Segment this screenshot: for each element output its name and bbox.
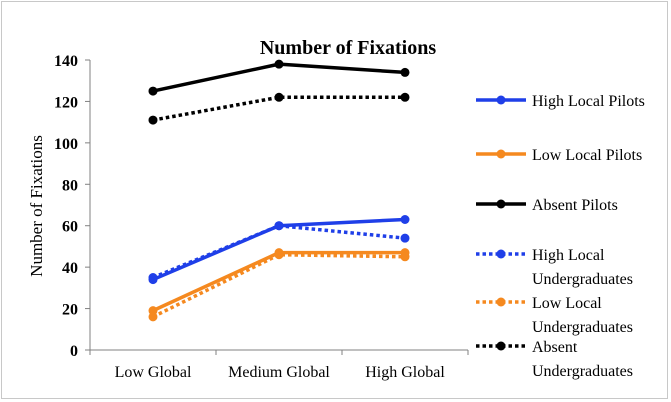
y-tick-label: 140 [54,53,78,70]
y-tick-label: 80 [62,177,78,194]
series-low-local-undergraduates [148,250,410,322]
legend-label: Low Local [532,295,602,312]
legend-label: Undergraduates [532,363,633,380]
data-point [400,233,410,243]
data-point [274,92,284,102]
data-point [148,273,158,282]
legend-label: High Local Pilots [532,93,645,110]
data-point [274,59,284,69]
legend-swatch-marker [496,149,506,159]
y-axis-label: Number of Fixations [27,135,46,277]
legend-swatch-marker [496,341,506,351]
data-point [148,306,158,316]
series-line [152,252,406,319]
legend-entry: High Local Undergraduates [476,247,633,288]
data-point [148,86,158,96]
legend-swatch-marker [496,249,506,259]
data-point [148,115,158,125]
legend-entry: Low Local Pilots [476,147,642,164]
data-point [274,221,284,231]
series-absent-undergraduates [148,92,410,125]
y-tick-label: 60 [62,219,78,236]
data-point [400,92,410,102]
legend: High Local Pilots Low Local Pilots Absent … [476,93,645,380]
data-point [274,250,284,260]
y-tick-label: 100 [54,136,78,153]
legend-label: Undergraduates [532,319,633,336]
x-tick-label: Medium Global [228,364,330,381]
data-point [148,312,158,322]
x-tick-label: Low Global [115,364,192,381]
chart-title: Number of Fixations [260,37,437,59]
legend-swatch-marker [496,199,506,209]
legend-entry: Absent Pilots [476,197,618,214]
x-tick-label: High Global [365,364,445,381]
legend-swatch-marker [496,297,506,307]
y-tick-label: 40 [62,260,78,277]
y-tick-label: 120 [54,94,78,111]
data-point [400,215,410,224]
y-tick-label: 0 [70,343,78,360]
legend-label: Absent [532,339,578,356]
legend-entry: High Local Pilots [476,93,645,110]
legend-entry: Low Local Undergraduates [476,295,633,336]
series-high-local-undergraduates [148,221,410,282]
y-tick-label: 20 [62,302,78,319]
legend-label: Low Local Pilots [532,147,642,164]
data-point [400,252,410,262]
series-layer [148,59,410,322]
legend-label: High Local [532,247,605,264]
legend-label: Absent Pilots [532,197,618,214]
legend-label: Undergraduates [532,271,633,288]
legend-entry: Absent Undergraduates [476,339,633,380]
data-point [400,67,410,77]
series-absent-pilots [148,59,410,96]
axes: 0 20 40 60 80 100 120 140 Low Global Medium Globa… [54,53,469,381]
legend-swatch-marker [496,95,506,105]
